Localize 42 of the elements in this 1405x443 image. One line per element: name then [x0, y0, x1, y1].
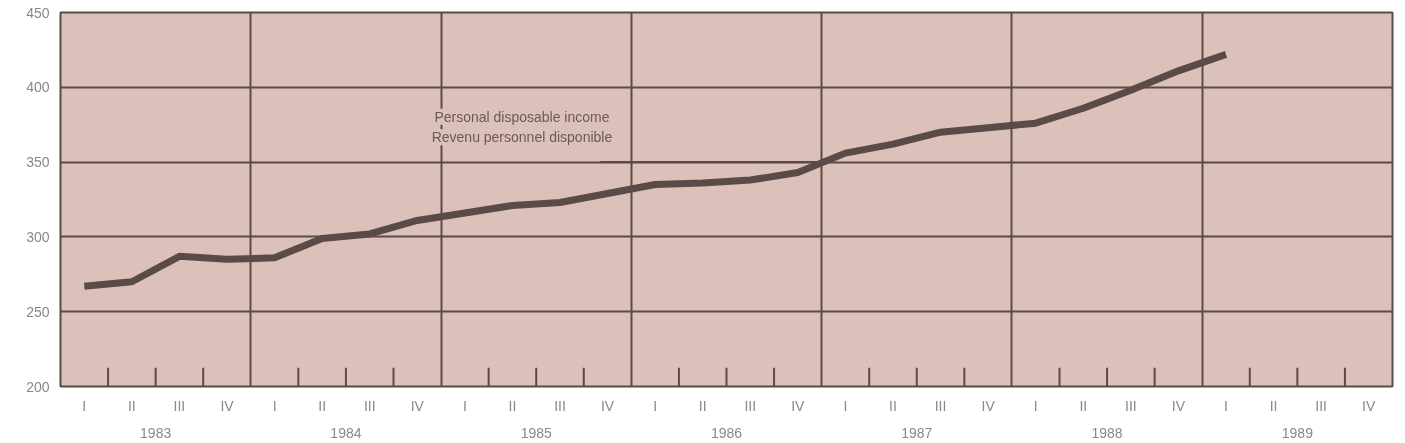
- x-tick-label: III: [554, 397, 566, 414]
- x-tick-label: IV: [1171, 397, 1186, 414]
- y-tick-label: 200: [26, 378, 50, 395]
- x-tick-label: IV: [600, 397, 615, 414]
- x-tick-label: II: [698, 397, 707, 414]
- x-tick-label: I: [653, 397, 658, 414]
- x-tick-label: II: [508, 397, 517, 414]
- x-tick-label: II: [127, 397, 136, 414]
- x-tick-label: III: [173, 397, 186, 414]
- x-tick-label: IV: [791, 397, 806, 414]
- x-tick-label: II: [318, 397, 327, 414]
- x-tick-label: II: [889, 397, 897, 414]
- y-tick-label: 400: [26, 79, 50, 96]
- x-tick-label: IV: [1362, 397, 1376, 414]
- x-tick-label: I: [82, 397, 87, 414]
- x-tick-label: III: [1125, 397, 1137, 414]
- x-tick-label: III: [744, 397, 757, 414]
- y-tick-label: 300: [26, 228, 50, 245]
- x-tick-label: II: [1079, 397, 1088, 414]
- x-tick-label: IV: [220, 397, 235, 414]
- text: 1984: [330, 424, 362, 441]
- x-tick-label: III: [363, 397, 376, 414]
- x-tick-label: III: [934, 397, 947, 414]
- text: 1986: [710, 424, 743, 441]
- x-tick-label: I: [462, 397, 467, 414]
- x-tick-label: I: [843, 397, 848, 414]
- y-tick-label: 350: [26, 154, 50, 171]
- text: 1989: [1281, 424, 1314, 441]
- text: 1983: [140, 424, 172, 441]
- x-tick-label: I: [1033, 397, 1038, 414]
- x-tick-label: I: [1224, 397, 1228, 414]
- x-tick-label: IV: [410, 397, 425, 414]
- text: 1988: [1091, 424, 1123, 441]
- y-tick-label: 250: [26, 303, 50, 320]
- text: 1987: [901, 424, 933, 441]
- x-tick-label: II: [1269, 397, 1278, 414]
- text: 1985: [520, 424, 552, 441]
- x-tick-label: I: [272, 397, 277, 414]
- y-tick-label: 450: [26, 4, 50, 21]
- x-tick-label: IV: [981, 397, 996, 414]
- text: Personal disposable income Revenu personnel disponible: [431, 108, 613, 146]
- x-tick-label: III: [1315, 397, 1327, 414]
